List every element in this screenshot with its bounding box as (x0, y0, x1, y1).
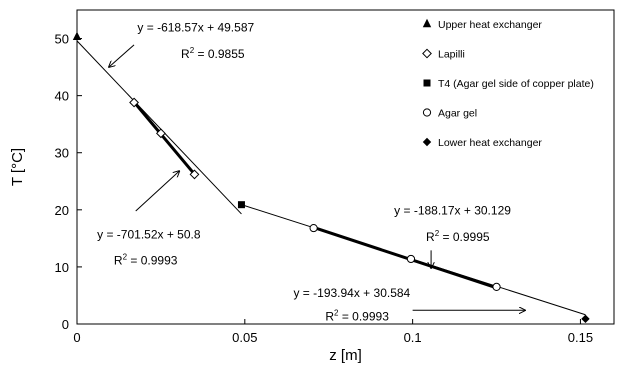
legend-marker (422, 108, 432, 117)
x-tick-label: 0.15 (568, 330, 593, 345)
legend-label: Agar gel (438, 108, 477, 120)
data-point (309, 223, 318, 233)
legend-marker (423, 79, 431, 87)
plot-frame (76, 9, 615, 325)
legend-marker (422, 48, 432, 59)
data-point (581, 314, 590, 324)
legend-marker (422, 137, 432, 147)
data-point (189, 169, 200, 180)
x-tick-label: 0.05 (232, 330, 257, 345)
x-tick-label: 0.1 (404, 330, 422, 345)
fit-equation: y = -188.17x + 30.129 (394, 203, 511, 217)
y-tick-label: 0 (62, 317, 69, 332)
legend-label: Lower heat exchanger (438, 137, 542, 149)
legend-label: T4 (Agar gel side of copper plate) (438, 78, 594, 90)
data-point (406, 254, 416, 264)
legend-marker (422, 18, 432, 28)
r-squared: R2 = 0.9995 (426, 229, 490, 244)
fit-equation: y = -701.52x + 50.8 (97, 227, 201, 241)
y-tick-label: 40 (55, 89, 69, 104)
y-axis-label: T [°C] (9, 148, 26, 186)
fit-line (132, 101, 196, 176)
legend-label: Upper heat exchanger (438, 19, 542, 31)
fit-equation: y = -193.94x + 30.584 (293, 286, 410, 300)
fit-line (76, 40, 242, 215)
data-point (129, 97, 139, 108)
legend: Upper heat exchanger Lapilli T4 (Agar gel … (422, 18, 594, 149)
annotation-arrows (109, 44, 525, 310)
y-tick-label: 50 (55, 32, 69, 47)
fit-equation: y = -618.57x + 49.587 (137, 21, 254, 35)
fit-line (313, 226, 498, 290)
x-tick-label: 0 (73, 330, 80, 345)
y-tick-label: 20 (55, 203, 69, 218)
data-point (155, 128, 166, 139)
data-point (492, 282, 501, 291)
axes: 0 0.05 0.1 0.15 0 10 20 30 40 50 z [m] T [°C] (9, 9, 615, 364)
data-point (237, 201, 245, 209)
annotations: y = -618.57x + 49.587 R2 = 0.9855 y = -701… (97, 21, 511, 324)
data-points (72, 31, 590, 324)
r-squared: R2 = 0.9993 (114, 253, 178, 268)
r-squared: R2 = 0.9993 (325, 309, 389, 324)
y-tick-label: 10 (55, 260, 69, 275)
r-squared: R2 = 0.9855 (181, 46, 245, 61)
x-axis-label: z [m] (329, 347, 362, 364)
annotation-arrow (135, 171, 180, 212)
y-tick-label: 30 (55, 146, 69, 161)
annotation-arrow (109, 44, 135, 67)
legend-label: Lapilli (438, 49, 465, 61)
